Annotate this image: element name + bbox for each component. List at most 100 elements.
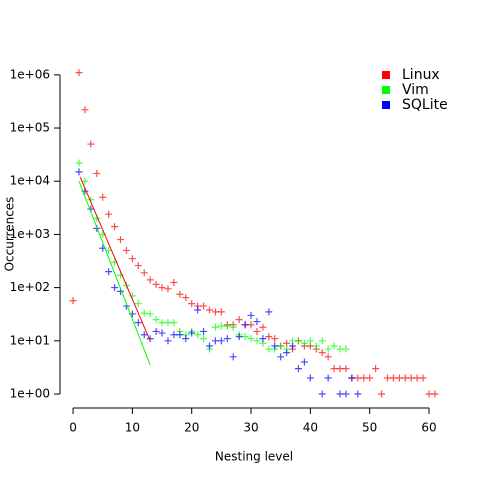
point (318, 337, 326, 345)
point (182, 294, 190, 302)
point (360, 374, 368, 382)
point (294, 337, 302, 345)
point (81, 106, 89, 114)
point (336, 345, 344, 353)
point (324, 345, 332, 353)
point (265, 333, 273, 341)
point (235, 333, 243, 341)
point (111, 284, 119, 292)
point (146, 335, 154, 343)
legend-swatch (382, 101, 390, 109)
point (105, 210, 113, 218)
point (277, 342, 285, 350)
point (146, 276, 154, 284)
x-tick-label: 40 (303, 421, 318, 435)
point (164, 319, 172, 327)
point (105, 268, 113, 276)
point (223, 322, 231, 330)
point (229, 323, 237, 331)
point (200, 327, 208, 335)
point (188, 329, 196, 337)
point (413, 374, 421, 382)
point (206, 306, 214, 314)
point (366, 374, 374, 382)
point (324, 353, 332, 361)
point (247, 335, 255, 343)
point (134, 319, 142, 327)
point (117, 236, 125, 244)
point (217, 337, 225, 345)
point (176, 290, 184, 298)
point (99, 193, 107, 201)
point (372, 365, 380, 373)
y-tick-label: 1e+02 (10, 280, 50, 294)
point (348, 374, 356, 382)
point (354, 390, 362, 398)
y-tick-label: 1e+01 (10, 333, 50, 347)
y-tick-label: 1e+06 (10, 67, 50, 81)
point (211, 337, 219, 345)
point (259, 335, 267, 343)
point (259, 323, 267, 331)
point (200, 302, 208, 310)
point (194, 331, 202, 339)
point (134, 262, 142, 270)
point (158, 284, 166, 292)
point (265, 308, 273, 316)
point (306, 337, 314, 345)
point (342, 345, 350, 353)
point (395, 374, 403, 382)
x-axis-label: Nesting level (215, 450, 293, 464)
point (330, 365, 338, 373)
x-tick-label: 10 (125, 421, 140, 435)
point (247, 311, 255, 319)
point (241, 333, 249, 341)
point (140, 269, 148, 277)
point (211, 323, 219, 331)
y-axis-label: Occurrences (3, 197, 17, 272)
point (378, 390, 386, 398)
point (425, 390, 433, 398)
point (271, 342, 279, 350)
point (336, 390, 344, 398)
point (200, 335, 208, 343)
point (300, 358, 308, 366)
point (277, 353, 285, 361)
y-tick-label: 1e+04 (10, 174, 50, 188)
point (217, 308, 225, 316)
x-tick-label: 20 (184, 421, 199, 435)
point (81, 177, 89, 185)
y-tick-label: 1e+03 (10, 227, 50, 241)
point (152, 316, 160, 324)
point (140, 309, 148, 317)
point (158, 329, 166, 337)
point (188, 300, 196, 308)
y-tick-label: 1e+00 (10, 387, 50, 401)
point (253, 327, 261, 335)
point (134, 300, 142, 308)
point (324, 374, 332, 382)
point (300, 339, 308, 347)
x-tick-label: 60 (421, 421, 436, 435)
point (164, 285, 172, 293)
point (342, 365, 350, 373)
point (389, 374, 397, 382)
point (170, 319, 178, 327)
legend-label: SQLite (402, 97, 448, 113)
point (354, 374, 362, 382)
point (75, 159, 83, 167)
point (401, 374, 409, 382)
point (117, 271, 125, 279)
point (289, 342, 297, 350)
point (235, 316, 243, 324)
point (223, 335, 231, 343)
legend-swatch (382, 86, 390, 94)
point (176, 331, 184, 339)
point (306, 374, 314, 382)
point (383, 374, 391, 382)
point (194, 306, 202, 314)
point (342, 390, 350, 398)
x-tick-label: 0 (69, 421, 77, 435)
point (140, 331, 148, 339)
